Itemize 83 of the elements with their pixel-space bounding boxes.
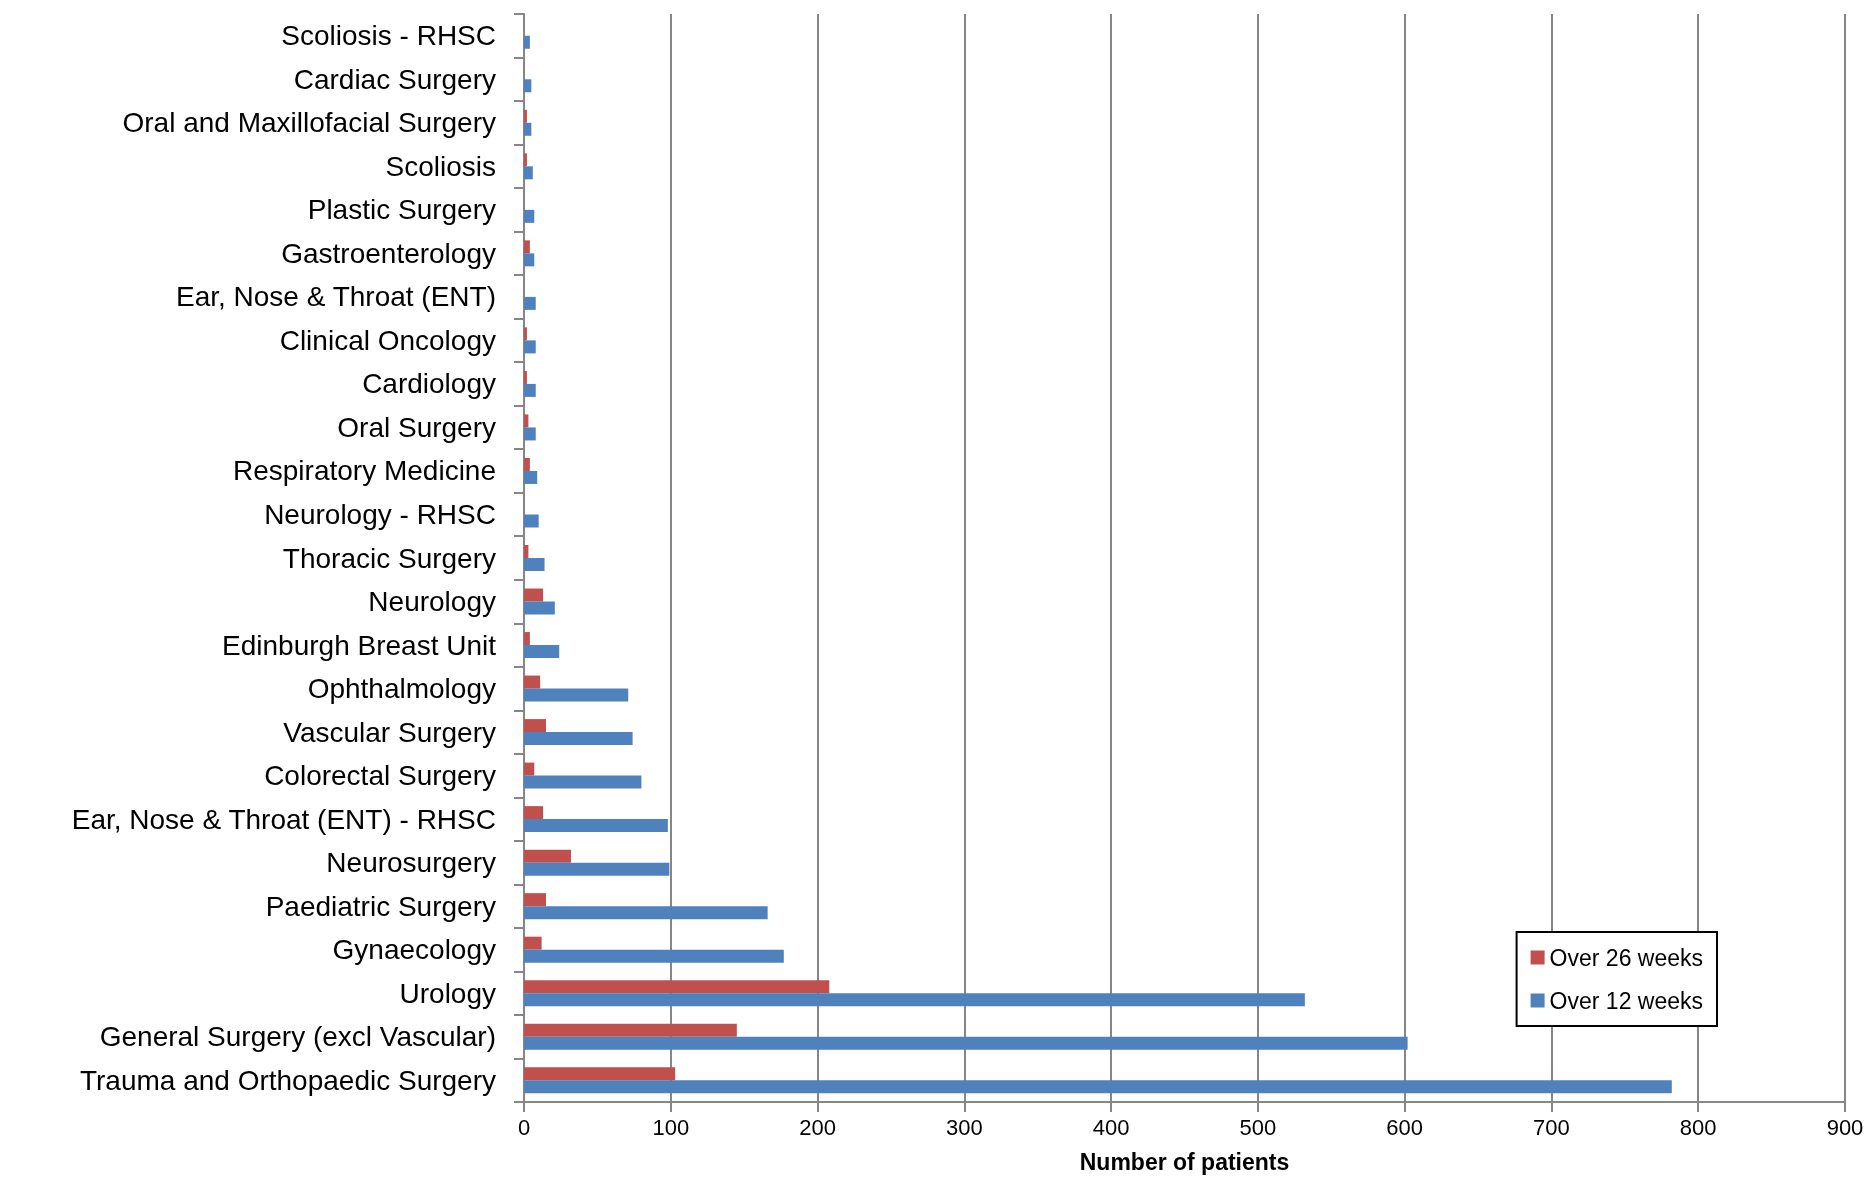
bar xyxy=(524,414,529,428)
y-tick-label: Cardiac Surgery xyxy=(293,63,496,95)
legend-label: Over 26 weeks xyxy=(1549,944,1704,971)
y-tick-label: Paediatric Surgery xyxy=(265,890,496,922)
y-tick-label: Gynaecology xyxy=(332,934,496,966)
x-tick-label: 100 xyxy=(652,1114,690,1140)
y-tick-label: Ear, Nose & Throat (ENT) xyxy=(175,281,496,313)
y-tick-label: Oral and Maxillofacial Surgery xyxy=(122,107,496,139)
bar xyxy=(524,109,527,123)
x-tick-label: 200 xyxy=(799,1114,836,1140)
bar xyxy=(524,558,545,571)
y-tick-label: Vascular Surgery xyxy=(283,716,496,748)
y-tick-label: Edinburgh Breast Unit xyxy=(222,629,497,661)
bar xyxy=(524,719,547,733)
bar xyxy=(524,327,527,341)
bar xyxy=(524,153,527,167)
bar xyxy=(524,35,530,49)
bar xyxy=(524,980,830,994)
bar xyxy=(524,732,633,746)
y-tick-label: Scoliosis xyxy=(385,150,496,182)
x-tick-label: 500 xyxy=(1239,1114,1277,1140)
bar xyxy=(524,775,642,789)
bar xyxy=(524,588,544,602)
bar xyxy=(524,949,784,963)
y-tick-label: Trauma and Orthopaedic Surgery xyxy=(79,1064,496,1096)
bar xyxy=(524,688,629,702)
x-tick-label: 900 xyxy=(1826,1114,1864,1140)
y-tick-label: Plastic Surgery xyxy=(307,194,496,226)
y-tick-label: Clinical Oncology xyxy=(279,324,496,356)
bar xyxy=(524,819,668,833)
x-tick-label: 300 xyxy=(945,1114,983,1140)
x-tick-label: 800 xyxy=(1679,1114,1717,1140)
bar xyxy=(524,762,535,776)
bar xyxy=(524,893,547,907)
bar xyxy=(524,166,533,180)
bar xyxy=(524,936,542,950)
bar xyxy=(524,457,530,471)
bar xyxy=(524,993,1305,1007)
bar xyxy=(524,645,560,659)
y-tick-label: Cardiology xyxy=(362,368,496,400)
bar xyxy=(524,340,536,354)
y-tick-label: Neurosurgery xyxy=(326,847,496,879)
y-tick-label: Urology xyxy=(399,977,496,1009)
y-tick-label: Gastroenterology xyxy=(281,237,496,269)
bar xyxy=(524,240,530,254)
y-tick-label: Oral Surgery xyxy=(337,411,496,443)
bar xyxy=(524,1036,1408,1050)
bar xyxy=(524,1067,676,1081)
bar xyxy=(524,1023,737,1037)
bar xyxy=(524,253,535,267)
x-axis-title: Number of patients xyxy=(1079,1148,1290,1175)
bar xyxy=(524,545,529,558)
bar xyxy=(524,296,536,310)
y-tick-label: Ear, Nose & Throat (ENT) - RHSC xyxy=(71,803,496,835)
bar xyxy=(524,370,527,384)
y-tick-label: Neurology - RHSC xyxy=(264,498,496,530)
x-tick-label: 400 xyxy=(1092,1114,1130,1140)
bar xyxy=(524,675,541,689)
bar xyxy=(524,806,544,820)
bar xyxy=(524,427,536,441)
bar xyxy=(524,383,536,397)
bar xyxy=(524,862,670,876)
x-tick-label: 0 xyxy=(517,1114,531,1140)
bar xyxy=(524,514,539,528)
bar xyxy=(524,601,555,615)
y-tick-label: Scoliosis - RHSC xyxy=(281,20,496,52)
y-tick-label: Thoracic Surgery xyxy=(282,542,496,574)
bar xyxy=(524,1080,1672,1094)
bar xyxy=(524,122,532,136)
bar xyxy=(524,209,535,223)
y-tick-label: Colorectal Surgery xyxy=(264,760,496,792)
bar xyxy=(524,470,538,484)
x-tick-label: 600 xyxy=(1386,1114,1424,1140)
y-tick-label: General Surgery (excl Vascular) xyxy=(99,1021,496,1053)
bar xyxy=(524,849,571,863)
y-tick-label: Respiratory Medicine xyxy=(233,455,496,487)
legend-label: Over 12 weeks xyxy=(1549,987,1704,1014)
x-tick-label: 700 xyxy=(1533,1114,1570,1140)
bar xyxy=(524,632,530,646)
bar xyxy=(524,906,768,920)
y-tick-label: Ophthalmology xyxy=(307,673,496,705)
y-tick-label: Neurology xyxy=(368,586,496,618)
bar xyxy=(524,79,532,93)
